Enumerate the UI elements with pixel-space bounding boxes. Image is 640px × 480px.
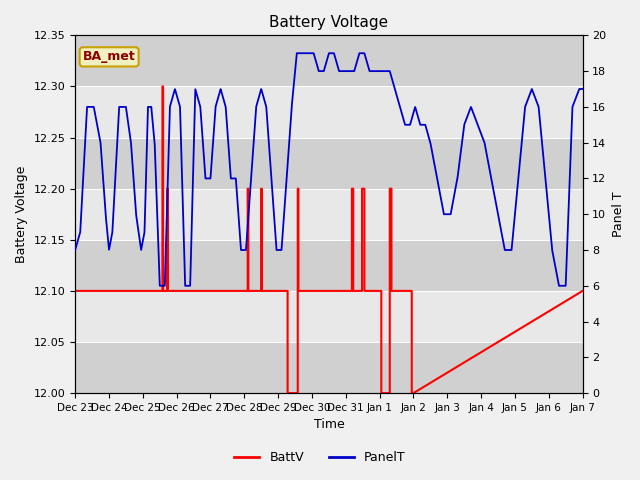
X-axis label: Time: Time: [314, 419, 344, 432]
Legend: BattV, PanelT: BattV, PanelT: [229, 446, 411, 469]
Bar: [75, 189, 582, 240]
Title: Battery Voltage: Battery Voltage: [269, 15, 388, 30]
Bar: [75, 36, 582, 86]
Bar: [75, 240, 582, 291]
Bar: [75, 291, 582, 342]
Bar: [75, 342, 582, 393]
Text: BA_met: BA_met: [83, 50, 136, 63]
Bar: [75, 138, 582, 189]
Bar: [75, 86, 582, 138]
Y-axis label: Panel T: Panel T: [612, 192, 625, 237]
Y-axis label: Battery Voltage: Battery Voltage: [15, 166, 28, 263]
